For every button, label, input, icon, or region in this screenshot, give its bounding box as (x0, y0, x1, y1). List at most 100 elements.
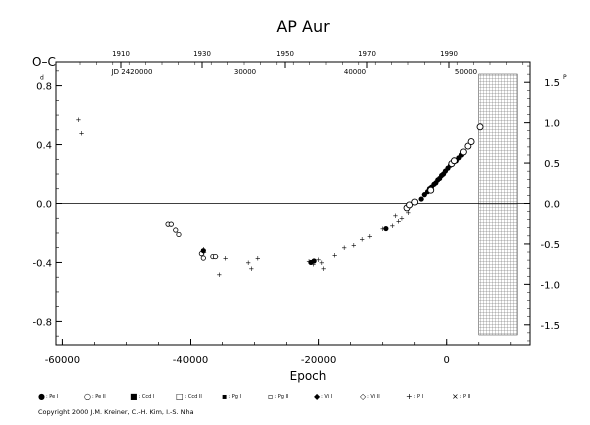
legend-item: +: P I (406, 392, 423, 401)
data-point-plus: + (316, 256, 322, 264)
x-axis-label: Epoch (290, 369, 327, 383)
legend-label: : Pe II (91, 394, 106, 400)
x-tick-label: -20000 (301, 355, 336, 366)
legend-symbol: ● (38, 392, 45, 401)
legend-symbol: ■ (130, 392, 138, 401)
data-point-filled (418, 196, 424, 202)
data-point-plus: + (223, 255, 229, 263)
legend-symbol: ○ (84, 392, 91, 401)
legend-symbol: × (452, 392, 459, 401)
top-jd-label: 40000 (344, 68, 366, 76)
legend-label: : Vi II (367, 394, 380, 400)
legend-item: ▫: Pg II (268, 392, 288, 401)
data-point-plus: + (321, 265, 327, 273)
legend-item: ●: Pe I (38, 392, 58, 401)
data-point-filled (311, 258, 317, 264)
data-point-open-small (212, 253, 219, 260)
legend-symbol: ▫ (268, 392, 274, 401)
data-point-plus: + (359, 235, 365, 243)
legend-item: □: Ccd II (176, 392, 202, 401)
y-tick-label: -0.4 (32, 258, 52, 269)
data-point-open (459, 148, 467, 156)
legend-label: : P I (413, 394, 424, 400)
data-point-plus: + (75, 116, 81, 124)
data-point-plus: + (399, 215, 405, 223)
top-year-label: 1970 (358, 50, 376, 58)
data-point-filled (383, 225, 389, 232)
data-point-plus: + (396, 218, 402, 226)
data-point-open (406, 201, 414, 209)
y-tick-label: 0.0 (36, 200, 52, 211)
data-point-open (467, 138, 475, 146)
y-axis-label: O–C (32, 55, 56, 69)
data-point-plus: + (245, 259, 251, 267)
data-point-plus: + (319, 259, 325, 267)
x-tick-label: 0 (444, 355, 450, 366)
legend-item: ▪: Pg I (222, 392, 241, 401)
data-point-open-small (173, 227, 179, 233)
x-tick-label: -60000 (45, 355, 80, 366)
data-point-open-small (176, 231, 182, 238)
top-year-label: 1990 (440, 50, 458, 58)
right-tick-label: -1.0 (540, 280, 560, 291)
data-point-plus: + (79, 129, 85, 137)
data-point-plus: + (255, 255, 261, 263)
chart-title: AP Aur (276, 17, 330, 36)
top-year-label: 1910 (112, 50, 130, 58)
legend-item: ○: Pe II (84, 392, 106, 401)
data-point-plus: + (341, 244, 347, 252)
legend-label: : Ccd I (138, 394, 155, 400)
legend-symbol: ◇ (360, 392, 367, 401)
data-point-plus: + (405, 209, 411, 217)
legend-label: : P II (459, 394, 471, 400)
data-point-plus: + (380, 225, 386, 233)
legend-label: : Pe I (45, 394, 59, 400)
data-point-open (450, 157, 458, 165)
data-point-plus: + (332, 252, 338, 260)
left-unit-mark: d (40, 75, 44, 82)
legend-item: ◇: Vi II (360, 392, 380, 401)
top-year-label: 1950 (276, 50, 294, 58)
top-jd-label: 30000 (234, 68, 256, 76)
legend-symbol: ◆ (314, 392, 321, 401)
right-unit-mark: P (563, 74, 567, 81)
y-tick-label: -0.8 (32, 317, 52, 328)
top-jd-label: JD 2420000 (111, 68, 153, 76)
data-point-plus: + (351, 241, 357, 249)
y-tick-label: 0.8 (36, 82, 52, 93)
top-jd-label: 50000 (455, 68, 477, 76)
right-tick-label: -1.5 (540, 321, 560, 332)
copyright-text: Copyright 2000 J.M. Kreiner, C.-H. Kim, … (38, 408, 194, 416)
right-tick-label: 1.0 (544, 119, 560, 130)
data-point-open-small (168, 221, 174, 227)
y-tick-label: 0.4 (36, 141, 52, 152)
data-point-plus: + (367, 232, 373, 240)
legend-symbol: ▪ (222, 392, 228, 401)
right-tick-label: 0.0 (544, 200, 560, 211)
right-tick-label: -0.5 (540, 240, 560, 251)
legend-label: : Vi I (321, 394, 333, 400)
legend-item: ◆: Vi I (314, 392, 332, 401)
legend: ●: Pe I ○: Pe II ■: Ccd I □: Ccd II ▪: Pg I ▫… (38, 392, 508, 404)
data-point-open (476, 123, 484, 131)
hatched-region (478, 73, 518, 336)
data-point-plus: + (248, 265, 254, 273)
data-point-plus: + (216, 271, 222, 279)
right-tick-label: 0.5 (544, 159, 560, 170)
legend-symbol: □ (176, 392, 184, 401)
legend-item: ■: Ccd I (130, 392, 154, 401)
data-point-open (427, 186, 435, 194)
legend-label: : Ccd II (184, 394, 202, 400)
data-point-plus: + (311, 260, 317, 268)
data-point-plus: + (393, 212, 399, 220)
top-year-label: 1930 (193, 50, 211, 58)
data-point-filled (200, 248, 206, 254)
right-tick-label: 1.5 (544, 78, 560, 89)
legend-item: ×: P II (452, 392, 471, 401)
legend-label: : Pg II (274, 394, 289, 400)
legend-symbol: + (406, 392, 413, 401)
x-tick-label: -40000 (173, 355, 208, 366)
data-point-open-small (200, 255, 206, 261)
data-point-open (411, 198, 419, 206)
